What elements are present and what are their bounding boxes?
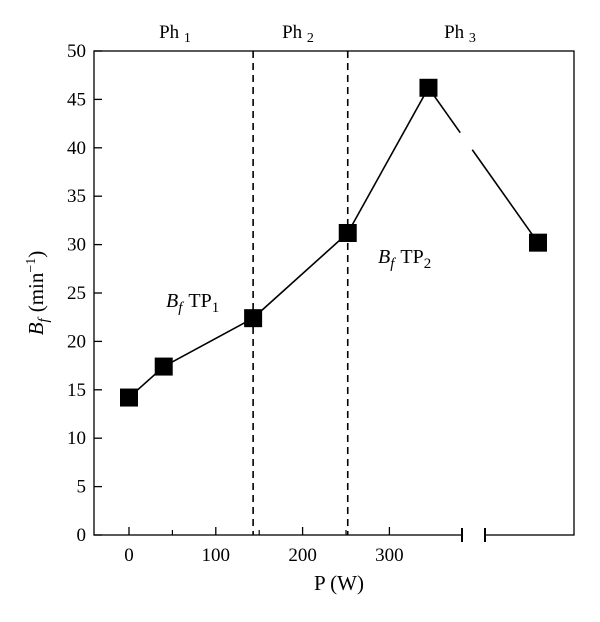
x-axis-title: P (W) (314, 571, 364, 595)
y-tick-label: 10 (67, 428, 86, 449)
y-tick-label: 30 (67, 235, 86, 256)
y-tick-label: 25 (67, 283, 86, 304)
phase-label: Ph 1 (159, 22, 191, 46)
series-line-segment (252, 232, 349, 319)
phase-label: Ph 2 (282, 22, 314, 46)
data-point-marker (120, 388, 138, 407)
data-point-marker (154, 357, 173, 376)
y-tick-label: 0 (77, 525, 87, 546)
axis-break-gap (463, 532, 484, 538)
data-point-marker (244, 309, 263, 328)
phase-label: Ph 3 (444, 22, 476, 46)
y-tick-label: 50 (67, 41, 86, 62)
series-line-segment (471, 149, 539, 244)
turning-point-label: Bf TP2 (378, 246, 431, 272)
y-tick-label: 5 (77, 477, 87, 498)
turning-point-label: Bf TP1 (166, 290, 219, 316)
data-point-marker (529, 233, 547, 252)
x-tick-label: 100 (202, 545, 231, 566)
x-tick-label: 0 (124, 545, 134, 566)
y-tick-label: 45 (67, 89, 86, 110)
series-line-segment (163, 317, 254, 368)
series-line-segment (347, 87, 430, 234)
y-tick-label: 40 (67, 138, 86, 159)
data-point-marker (338, 223, 357, 242)
y-axis-title: Bf(min−1) (24, 251, 52, 336)
y-tick-label: 15 (67, 380, 86, 401)
y-tick-label: 20 (67, 331, 86, 352)
x-tick-label: 200 (288, 545, 317, 566)
data-point-marker (419, 78, 438, 97)
y-tick-label: 35 (67, 186, 86, 207)
x-tick-label: 300 (375, 545, 404, 566)
